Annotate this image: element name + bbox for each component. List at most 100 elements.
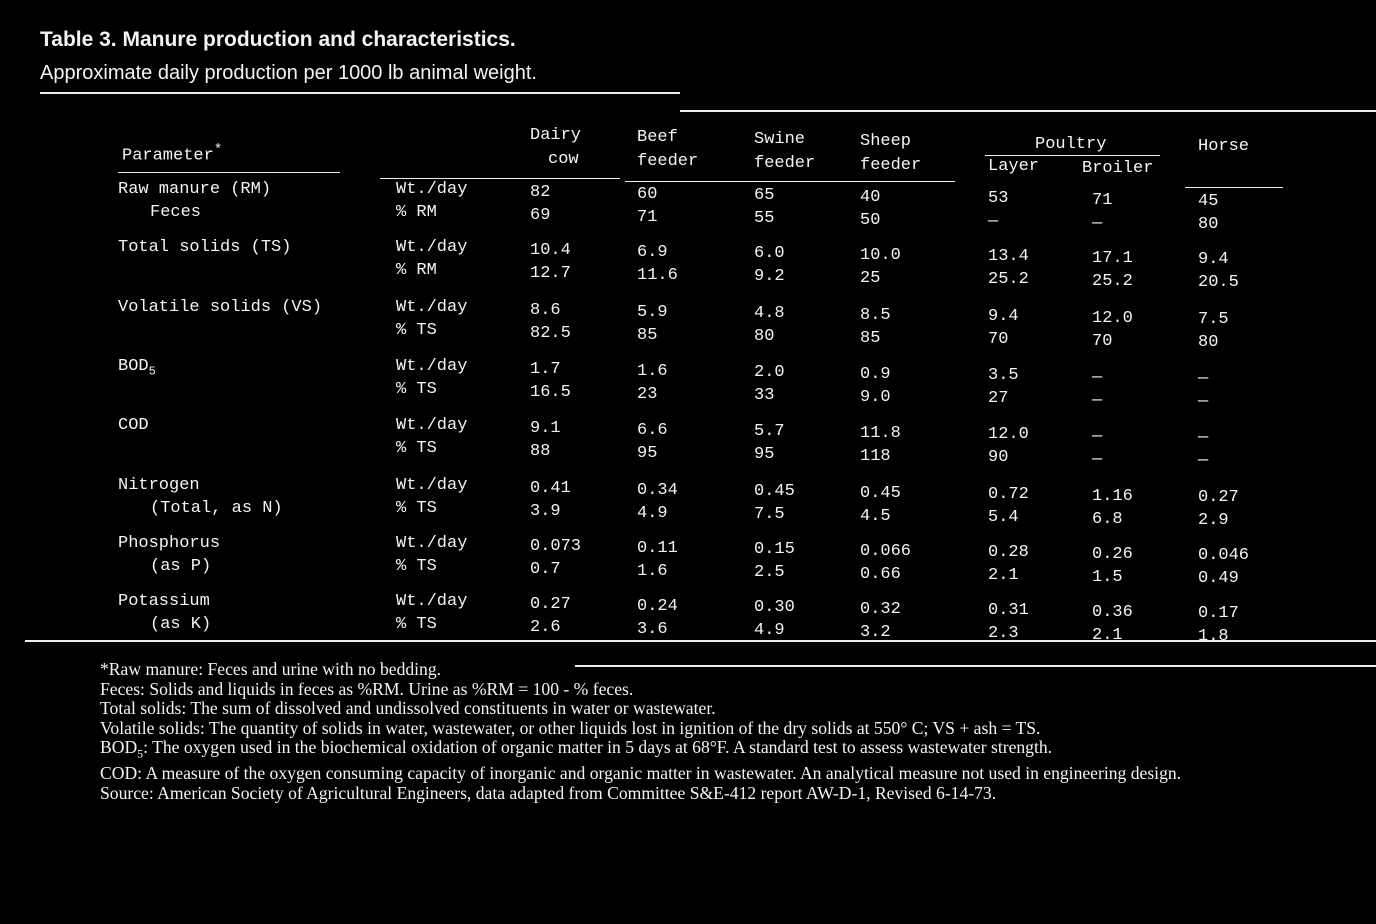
cell: 55 [754, 209, 775, 228]
subtitle: Approximate daily production per 1000 lb… [40, 62, 537, 84]
cell: 13.4 [988, 247, 1029, 266]
column-heading: Broiler [1082, 159, 1154, 178]
cell: 0.15 [754, 540, 795, 559]
heading-mark: * [213, 142, 223, 158]
cell: 85 [860, 328, 881, 348]
row-label-text: COD [118, 416, 149, 435]
cell: 0.36 [1092, 602, 1133, 622]
cell: 88 [530, 442, 551, 461]
cell: 0.72 [988, 485, 1029, 504]
cell: 0.49 [1198, 569, 1239, 588]
column-heading: feeder [860, 156, 922, 175]
cell: 23 [637, 384, 658, 404]
cell: 9.0 [860, 387, 891, 407]
cell: 0.30 [754, 598, 795, 617]
cell: 0.32 [860, 599, 901, 619]
cell: 2.9 [1198, 511, 1229, 530]
row-label: Volatile solids (VS) [118, 298, 322, 317]
unit: % TS [396, 499, 437, 518]
cell: 25 [860, 268, 881, 288]
cell: — [1092, 367, 1103, 387]
row-label: COD [118, 416, 149, 435]
cell: 0.27 [530, 595, 571, 614]
rule [575, 665, 1376, 667]
cell: 1.6 [637, 561, 668, 581]
cell: 12.7 [530, 264, 571, 283]
row-label: Raw manure (RM) [118, 180, 271, 199]
cell: 2.1 [988, 566, 1019, 585]
cell: 80 [754, 327, 775, 346]
cell: — [1092, 390, 1103, 410]
cell: 71 [637, 207, 658, 227]
cell: 9.1 [530, 419, 561, 438]
cell: 0.9 [860, 364, 891, 384]
unit: Wt./day [396, 357, 468, 376]
cell: 0.046 [1198, 546, 1250, 565]
cell: — [1198, 428, 1209, 447]
unit: Wt./day [396, 298, 468, 317]
cell: 71 [1092, 190, 1113, 210]
cell: 10.4 [530, 241, 571, 260]
heading-text: Parameter [122, 146, 214, 166]
unit: % TS [396, 321, 437, 340]
row-label: Nitrogen [118, 476, 200, 495]
cell: 0.41 [530, 479, 571, 498]
cell: 4.8 [754, 304, 785, 323]
cell: 5.4 [988, 508, 1019, 527]
column-heading: Layer [988, 157, 1040, 176]
cell: 80 [1198, 333, 1219, 352]
column-heading: feeder [637, 152, 699, 171]
row-label-text: BOD [118, 357, 149, 376]
cell: 0.28 [988, 543, 1029, 562]
cell: 0.27 [1198, 488, 1239, 507]
footnote-text: *Raw manure: Feces and urine with no bed… [100, 659, 442, 679]
cell: 6.9 [637, 242, 668, 262]
cell: 2.6 [530, 618, 561, 637]
cell: 7.5 [1198, 310, 1229, 329]
row-label: Total solids (TS) [118, 238, 291, 257]
cell: 1.6 [637, 361, 668, 381]
column-heading: Parameter* [122, 142, 222, 166]
cell: 0.11 [637, 538, 678, 558]
cell: — [1198, 451, 1209, 470]
cell: 8.5 [860, 305, 891, 325]
cell: 0.073 [530, 537, 582, 556]
title: Table 3. Manure production and character… [40, 28, 516, 51]
cell: 82 [530, 183, 551, 202]
footnote-text: COD: A measure of the oxygen consuming c… [100, 763, 1182, 784]
footnote-text: Feces: Solids and liquids in feces as %R… [100, 678, 634, 699]
cell: 5.7 [754, 422, 785, 441]
cell: — [1092, 449, 1103, 469]
cell: 0.45 [754, 482, 795, 501]
cell: — [1092, 213, 1103, 233]
cell: 7.5 [754, 505, 785, 524]
row-label: Feces [150, 203, 201, 222]
cell: 0.24 [637, 596, 678, 616]
cell: 12.0 [1092, 308, 1133, 328]
row-label-text: (as P) [150, 557, 212, 576]
cell: 1.16 [1092, 486, 1133, 506]
cell: 4.5 [860, 506, 891, 526]
cell: 3.2 [860, 622, 891, 642]
unit: % TS [396, 615, 437, 634]
cell: 9.4 [988, 307, 1019, 326]
cell: 0.31 [988, 601, 1029, 620]
column-heading: Horse [1198, 137, 1250, 156]
unit: % RM [396, 261, 437, 280]
cell: 11.6 [637, 265, 678, 285]
cell: 1.7 [530, 360, 561, 379]
cell: 85 [637, 325, 658, 345]
cell: 33 [754, 386, 775, 405]
cell: 3.6 [637, 619, 668, 639]
cell: 65 [754, 186, 775, 205]
column-heading: feeder [754, 154, 816, 173]
row-label: Potassium [118, 592, 210, 611]
row-label-text: (as K) [150, 615, 212, 634]
unit: Wt./day [396, 592, 468, 611]
cell: 70 [988, 330, 1009, 349]
row-label-text: Nitrogen [118, 476, 200, 495]
column-heading: Dairy [530, 126, 582, 145]
cell: 70 [1092, 331, 1113, 351]
cell: 69 [530, 206, 551, 225]
